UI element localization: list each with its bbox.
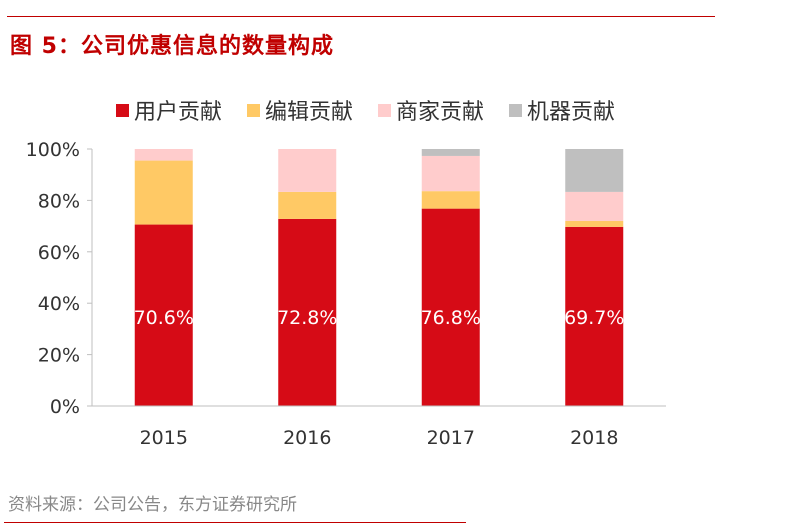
- data-label-2017: 76.8%: [421, 307, 481, 329]
- x-tick-label: 2016: [283, 427, 331, 449]
- x-tick-label: 2017: [427, 427, 475, 449]
- bar-2017-series-1: [421, 191, 480, 209]
- y-tick-label: 20%: [38, 345, 80, 367]
- data-labels: 70.6% 72.8% 76.8% 69.7%: [134, 307, 625, 329]
- data-label-2015: 70.6%: [134, 307, 194, 329]
- legend-label-3: 机器贡献: [527, 100, 615, 125]
- bar-2018-series-3: [565, 149, 624, 192]
- bottom-rule: [4, 522, 466, 523]
- figure-title: 图 5：公司优惠信息的数量构成: [10, 34, 334, 59]
- x-tick-label: 2015: [140, 427, 188, 449]
- legend-label-1: 编辑贡献: [265, 100, 353, 125]
- source-note: 资料来源：公司公告，东方证券研究所: [8, 495, 297, 515]
- legend-swatch-2: [378, 104, 391, 117]
- bar-2015-series-1: [134, 160, 193, 225]
- data-label-2016: 72.8%: [277, 307, 337, 329]
- bar-2015-series-2: [134, 149, 193, 161]
- legend-swatch-3: [509, 104, 522, 117]
- y-tick-label: 100%: [26, 139, 80, 161]
- legend-swatch-1: [247, 104, 260, 117]
- bar-2016-series-0: [278, 218, 337, 406]
- y-tick-label: 80%: [38, 190, 80, 212]
- x-tick-label: 2018: [570, 427, 618, 449]
- bar-2018-series-0: [565, 226, 624, 406]
- bar-2017-series-0: [421, 208, 480, 406]
- bar-2017-series-2: [421, 155, 480, 192]
- y-axis: 0% 20% 40% 60% 80% 100%: [26, 139, 93, 418]
- legend: 用户贡献 编辑贡献 商家贡献 机器贡献: [116, 100, 615, 125]
- legend-label-2: 商家贡献: [396, 100, 484, 125]
- bar-2017-series-3: [421, 149, 480, 156]
- bar-2016-series-1: [278, 191, 337, 219]
- bar-2015-series-0: [134, 224, 193, 406]
- bar-2018-series-1: [565, 220, 624, 227]
- y-tick-label: 40%: [38, 293, 80, 315]
- legend-label-0: 用户贡献: [134, 100, 222, 125]
- data-label-2018: 69.7%: [564, 307, 624, 329]
- y-tick-label: 60%: [38, 242, 80, 264]
- y-tick-label: 0%: [50, 396, 80, 418]
- bar-2018-series-2: [565, 191, 624, 221]
- bar-2016-series-2: [278, 149, 337, 192]
- bars: [134, 149, 624, 406]
- x-axis: 2015 2016 2017 2018: [92, 405, 666, 449]
- top-rule: [7, 16, 715, 17]
- legend-swatch-0: [116, 104, 129, 117]
